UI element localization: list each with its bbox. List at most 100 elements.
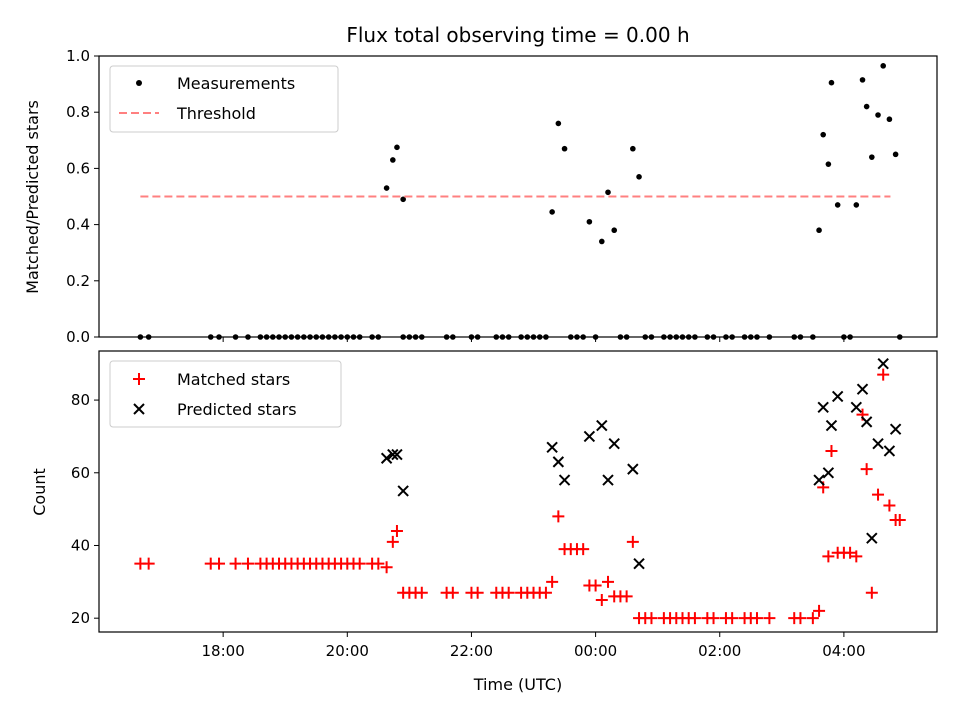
predicted-point — [380, 452, 393, 464]
predicted-point — [860, 416, 873, 428]
measurement-point — [524, 334, 531, 340]
matched-point — [589, 579, 602, 592]
bottom-x-ticks: 18:00 20:00 22:00 00:00 02:00 04:00 — [202, 632, 866, 660]
matched-point — [872, 488, 885, 501]
x-axis-label: Time (UTC) — [473, 675, 562, 694]
measurement-point — [847, 334, 853, 340]
matched-point — [602, 575, 615, 588]
measurement-point — [282, 334, 289, 340]
predicted-point — [856, 383, 869, 395]
predicted-point — [831, 390, 844, 403]
measurement-point — [263, 334, 270, 340]
predicted-point — [596, 419, 608, 432]
matched-point — [241, 557, 254, 570]
measurement-point — [797, 334, 804, 340]
x-tick-label: 04:00 — [822, 642, 865, 660]
measurement-point — [592, 334, 599, 340]
x-tick-label: 02:00 — [698, 642, 741, 660]
matched-point — [794, 612, 807, 625]
measurement-point — [853, 202, 860, 208]
measurement-point — [536, 334, 543, 340]
measurement-point — [338, 334, 344, 340]
measurement-point — [810, 334, 816, 340]
top-y-axis-label: Matched/Predicted stars — [23, 100, 42, 294]
y-tick-label: 60 — [71, 464, 90, 482]
measurement-point — [499, 334, 506, 340]
measurement-point — [518, 334, 524, 340]
measurement-point — [443, 334, 450, 340]
top-marks — [137, 63, 903, 340]
top-legend-box — [109, 65, 339, 133]
matched-point — [763, 612, 776, 625]
predicted-point — [633, 557, 645, 570]
y-tick-label: 1.0 — [66, 47, 90, 65]
measurement-point — [617, 334, 624, 340]
measurement-point — [679, 334, 686, 340]
matched-point — [502, 586, 515, 599]
measurement-point — [307, 334, 313, 340]
measurement-point — [580, 334, 586, 340]
measurement-point — [630, 145, 636, 152]
legend-measurements-marker — [136, 80, 142, 86]
matched-point — [813, 604, 826, 617]
matched-point — [372, 557, 385, 570]
measurement-point — [642, 334, 649, 340]
matched-point — [415, 586, 428, 599]
measurement-point — [611, 227, 618, 234]
matched-point — [386, 535, 399, 548]
measurement-point — [816, 227, 822, 234]
measurement-point — [369, 334, 375, 340]
predicted-point — [850, 401, 863, 414]
x-tick-label: 22:00 — [450, 642, 493, 660]
measurement-point — [741, 334, 748, 340]
predicted-point — [608, 437, 620, 450]
predicted-point — [825, 419, 838, 432]
measurement-point — [406, 334, 413, 340]
predicted-point — [391, 448, 403, 461]
measurement-point — [586, 218, 593, 225]
measurement-point — [636, 174, 642, 180]
bottom-marks — [134, 358, 906, 625]
matched-point — [546, 575, 559, 588]
matched-point — [865, 586, 878, 599]
measurement-point — [723, 334, 729, 340]
y-tick-label: 0.0 — [66, 328, 90, 346]
matched-point — [726, 612, 739, 625]
measurement-point — [394, 144, 400, 151]
matched-point — [620, 590, 633, 603]
measurement-point — [825, 161, 832, 167]
measurement-point — [216, 334, 222, 340]
predicted-point — [866, 532, 878, 544]
measurement-point — [549, 209, 555, 215]
matched-point — [353, 557, 366, 570]
measurement-point — [791, 334, 798, 340]
matched-point — [645, 612, 658, 625]
predicted-point — [602, 474, 614, 486]
y-tick-label: 0.2 — [66, 272, 90, 290]
measurement-point — [863, 103, 870, 110]
measurement-point — [450, 334, 456, 340]
measurement-point — [493, 334, 500, 340]
matched-point — [229, 557, 242, 570]
measurement-point — [325, 334, 332, 340]
measurement-point — [661, 334, 667, 340]
measurement-point — [828, 79, 835, 86]
matched-point — [707, 612, 720, 625]
measurement-point — [875, 112, 881, 118]
measurement-point — [673, 334, 680, 340]
measurement-point — [400, 196, 406, 203]
measurement-point — [543, 334, 549, 340]
x-tick-label: 20:00 — [326, 642, 369, 660]
matched-point — [844, 546, 857, 559]
measurement-point — [207, 334, 214, 340]
predicted-point — [872, 437, 884, 450]
measurement-point — [145, 334, 152, 340]
predicted-point — [627, 463, 639, 475]
top-y-ticks: 0.0 0.2 0.4 0.6 0.8 1.0 — [66, 47, 99, 346]
measurement-point — [692, 334, 698, 340]
predicted-point — [817, 401, 829, 414]
matched-point — [213, 557, 226, 570]
matched-point — [893, 514, 906, 527]
measurement-point — [468, 334, 475, 340]
